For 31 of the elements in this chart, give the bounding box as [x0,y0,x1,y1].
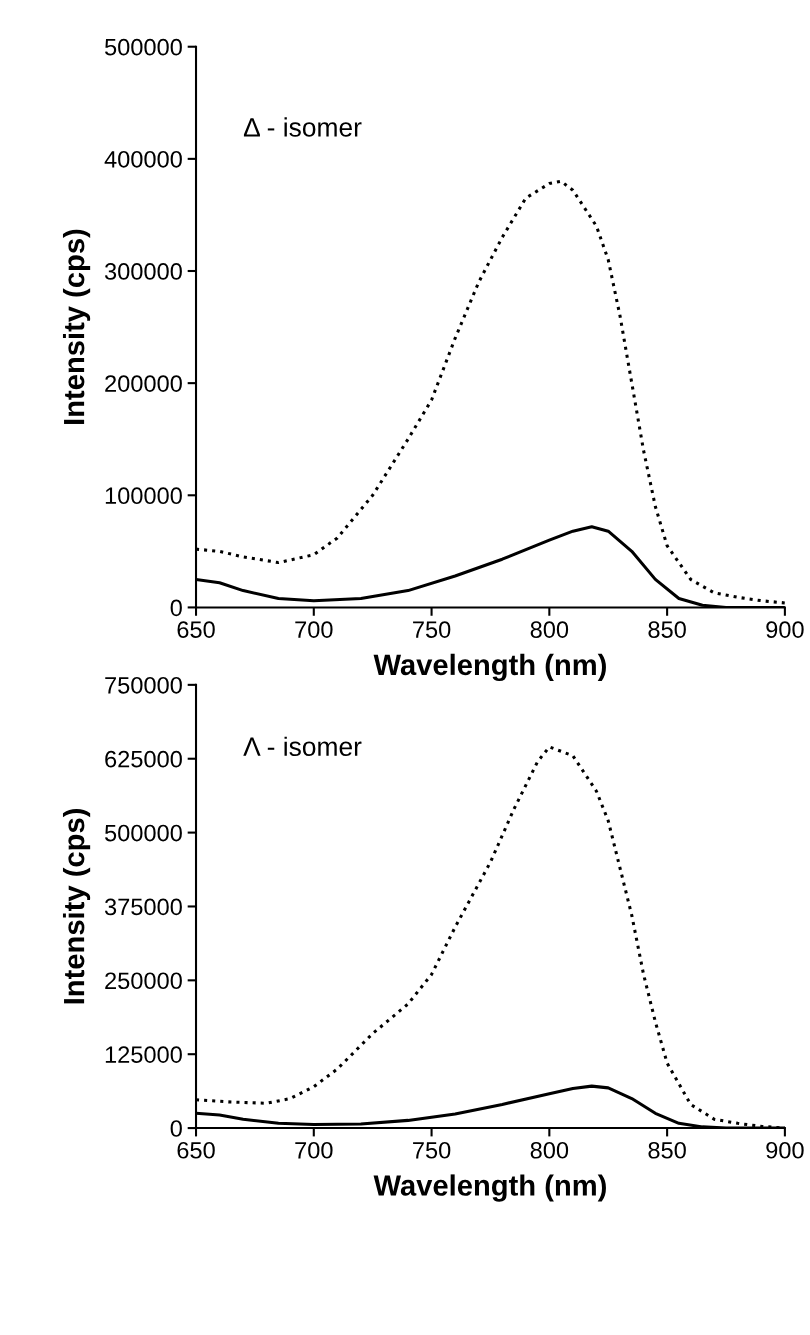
y-tick-label: 375000 [104,898,182,916]
x-tick-label: 800 [530,621,569,638]
y-tick-label: 125000 [105,1046,182,1063]
x-tick-label: 850 [648,1141,686,1159]
y-tick-label: 100000 [105,487,182,505]
x-tick-label: 750 [413,621,451,638]
x-tick-label: 800 [530,1141,569,1159]
y-tick-label: 500000 [104,824,182,842]
y-tick-label: 200000 [105,375,182,392]
annotation: Δ - isomer [243,117,362,137]
x-tick-label: 850 [648,621,686,638]
y-tick-label: 0 [170,1120,182,1137]
x-axis-title: Wavelength (nm) [373,653,606,682]
y-tick-label: 250000 [105,972,182,990]
y-tick-label: 625000 [105,750,182,768]
x-tick-label: 650 [177,1141,215,1159]
y-tick-label: 750000 [105,676,182,694]
x-tick-label: 750 [413,1141,451,1159]
x-tick-label: 900 [766,621,804,638]
y-tick-label: 400000 [104,150,182,168]
y-axis-title: Intensity (cps) [62,809,91,1004]
y-tick-label: 500000 [104,38,182,56]
y-tick-label: 0 [170,599,182,617]
y-axis-title: Intensity (cps) [62,229,91,424]
y-tick-label: 300000 [104,263,182,280]
x-tick-label: 700 [295,1141,333,1159]
x-axis-title: Wavelength (nm) [373,1174,606,1202]
x-tick-label: 700 [295,621,333,638]
x-tick-label: 900 [766,1141,804,1159]
x-tick-label: 650 [177,621,215,638]
annotation: Λ - isomer [243,736,362,757]
